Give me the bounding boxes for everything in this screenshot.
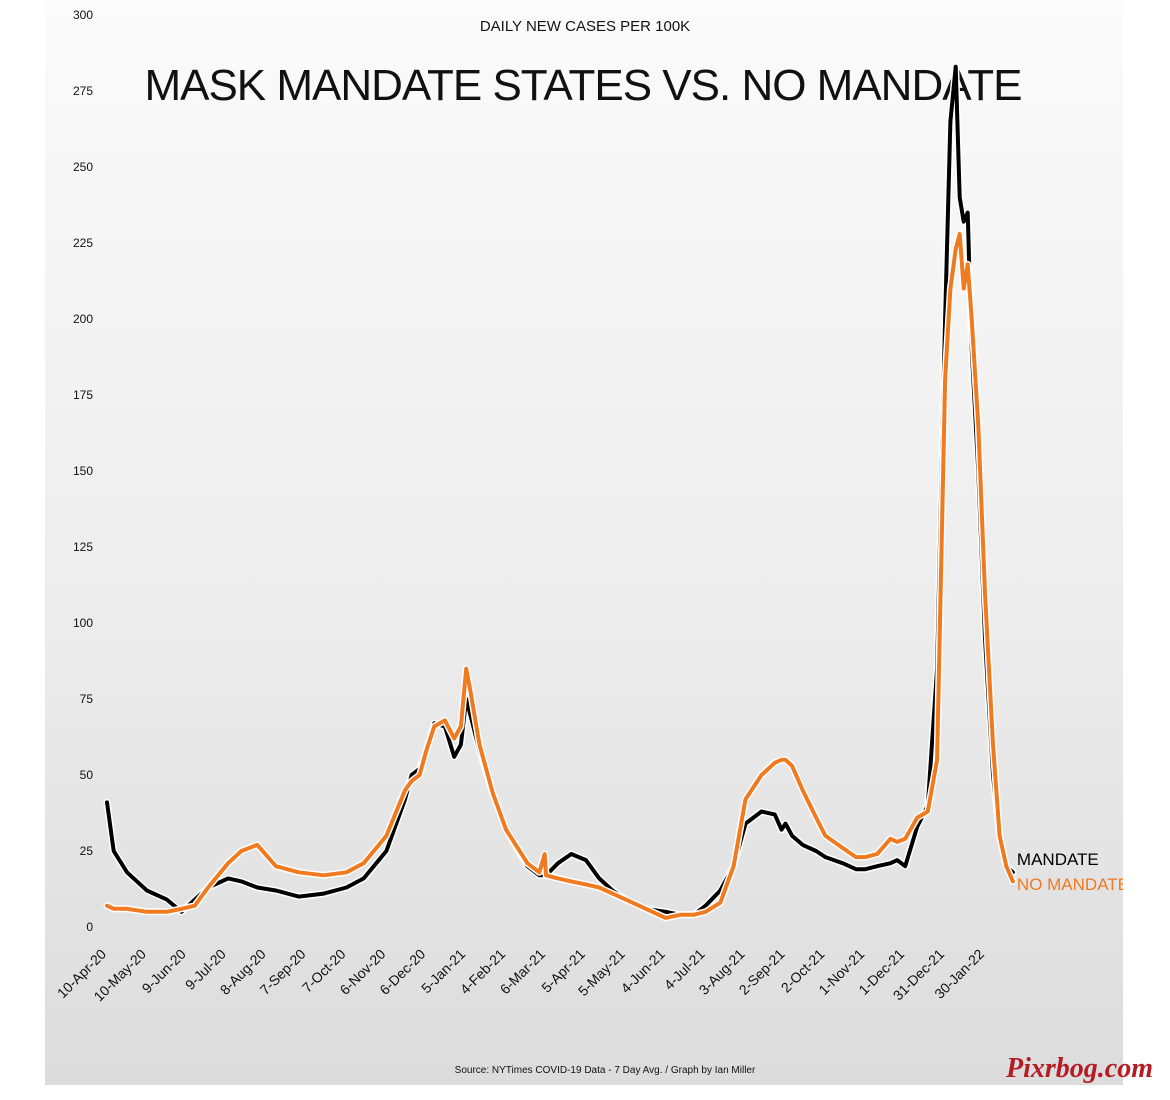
y-tick-label: 150 [73,464,93,478]
y-tick-label: 200 [73,312,93,326]
legend-label-no-mandate: NO MANDATE [1017,875,1123,894]
y-tick-label: 0 [86,920,93,934]
chart-subtitle: DAILY NEW CASES PER 100K [480,18,690,35]
y-tick-label: 175 [73,388,93,402]
legend: MANDATE NO MANDATE [1017,850,1123,894]
source-note: Source: NYTimes COVID-19 Data - 7 Day Av… [455,1065,756,1076]
chart-svg: DAILY NEW CASES PER 100K MASK MANDATE ST… [54,8,1123,1076]
x-tick-label: 4-Jun-21 [617,946,668,997]
y-tick-label: 125 [73,540,93,554]
chart-card: DAILY NEW CASES PER 100K MASK MANDATE ST… [45,0,1123,1085]
series-line-mandate [105,64,1015,917]
series-line-no-mandate [105,231,1015,920]
y-tick-label: 225 [73,236,93,250]
y-tick-label: 25 [80,844,94,858]
x-tick-label: 9-Jun-20 [139,946,190,997]
chart-title: MASK MANDATE STATES VS. NO MANDATE [144,61,1021,110]
y-tick-label: 300 [73,8,93,22]
legend-label-mandate: MANDATE [1017,850,1099,869]
y-tick-label: 250 [73,160,93,174]
y-tick-label: 75 [80,692,94,706]
y-axis-ticks: 0 25 50 75 100 125 150 175 200 225 250 275 300 [73,8,93,934]
series-line-halo [103,230,1017,922]
series-line-halo [103,63,1017,919]
x-axis-ticks: 10-Apr-2010-May-209-Jun-209-Jul-208-Aug-… [54,946,987,1005]
y-tick-label: 275 [73,84,93,98]
y-tick-label: 100 [73,616,93,630]
series-lines [103,63,1017,922]
y-tick-label: 50 [80,768,94,782]
